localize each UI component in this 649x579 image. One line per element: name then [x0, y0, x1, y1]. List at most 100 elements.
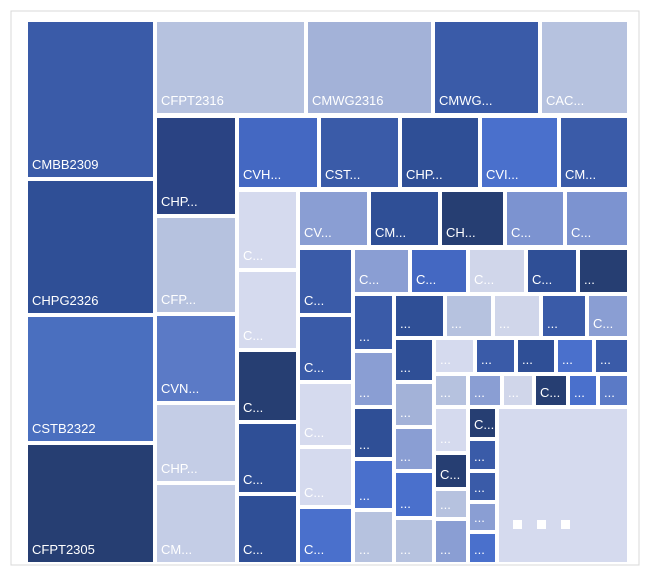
ellipsis-square — [537, 520, 546, 529]
tile-label: C... — [304, 485, 324, 500]
tile — [396, 296, 443, 336]
tile — [589, 296, 627, 336]
tile — [300, 250, 351, 313]
tile-label: ... — [474, 480, 485, 495]
tile-label: CFPT2305 — [32, 542, 95, 557]
tile — [239, 118, 317, 187]
tile-label: ... — [359, 329, 370, 344]
tile-label: CMWG... — [439, 93, 492, 108]
tile-label: ... — [474, 449, 485, 464]
tile-label: C... — [511, 225, 531, 240]
tile — [499, 409, 627, 562]
tile — [567, 192, 627, 245]
tile-label: ... — [359, 385, 370, 400]
tile-label: CAC... — [546, 93, 584, 108]
tile-label: ... — [400, 360, 411, 375]
tile-label: C... — [359, 272, 379, 287]
tile-label: ... — [600, 352, 611, 367]
tile-label: ... — [474, 385, 485, 400]
tile-label: ... — [562, 352, 573, 367]
tile — [470, 473, 495, 500]
tile-label: C... — [304, 425, 324, 440]
tile — [157, 118, 235, 214]
tile-label: CMWG2316 — [312, 93, 384, 108]
tile — [600, 376, 627, 405]
tile-label: ... — [499, 316, 510, 331]
tile-label: C... — [243, 472, 263, 487]
tile — [561, 118, 627, 187]
tile — [28, 317, 153, 441]
tile — [543, 296, 585, 336]
tile-label: C... — [440, 467, 460, 482]
tile — [570, 376, 596, 405]
tile-label: ... — [400, 449, 411, 464]
tile — [28, 181, 153, 313]
tile — [447, 296, 491, 336]
tile — [470, 409, 495, 437]
tile — [518, 340, 554, 372]
tile-label: C... — [304, 360, 324, 375]
tile-label: ... — [440, 352, 451, 367]
tile — [239, 424, 296, 492]
tile — [300, 509, 351, 562]
tile-label: CHP... — [161, 194, 198, 209]
tile — [355, 250, 408, 292]
tile — [239, 272, 296, 348]
tile — [470, 441, 495, 469]
tile-label: CHPG2326 — [32, 293, 98, 308]
tile — [402, 118, 478, 187]
tile — [239, 496, 296, 562]
tile — [436, 340, 473, 372]
tile-label: ... — [604, 385, 615, 400]
tile-label: CSTB2322 — [32, 421, 96, 436]
tile — [157, 316, 235, 401]
tile-label: C... — [243, 248, 263, 263]
tile — [157, 485, 235, 562]
tile-label: ... — [574, 385, 585, 400]
tile-label: CM... — [161, 542, 192, 557]
tile-label: C... — [571, 225, 591, 240]
tile-label: CST... — [325, 167, 360, 182]
tile — [355, 353, 392, 405]
tile-label: ... — [481, 352, 492, 367]
tile — [436, 455, 466, 487]
tile — [412, 250, 466, 292]
tile-label: C... — [474, 272, 494, 287]
tile-label: CFPT2316 — [161, 93, 224, 108]
tile-label: ... — [508, 385, 519, 400]
tile — [436, 521, 466, 562]
tile-label: CMBB2309 — [32, 157, 98, 172]
tile-label: ... — [359, 488, 370, 503]
tile-label: C... — [532, 272, 552, 287]
tile-label: CVN... — [161, 381, 199, 396]
tile — [300, 384, 351, 445]
tile — [470, 504, 495, 530]
tile-label: ... — [522, 352, 533, 367]
tile — [596, 340, 627, 372]
tile-label: CHP... — [406, 167, 443, 182]
tile-label: ... — [400, 405, 411, 420]
tile — [504, 376, 532, 405]
tile — [28, 445, 153, 562]
tile — [396, 520, 432, 562]
tile — [580, 250, 627, 292]
tile-label: ... — [440, 497, 451, 512]
tile — [355, 409, 392, 457]
tile — [477, 340, 514, 372]
tile — [355, 461, 392, 508]
tile — [157, 22, 304, 113]
tile-label: C... — [243, 328, 263, 343]
tile-label: C... — [243, 542, 263, 557]
tile-label: CV... — [304, 225, 332, 240]
tile — [442, 192, 503, 245]
tile-label: C... — [304, 542, 324, 557]
tile — [507, 192, 563, 245]
tile-label: CFP... — [161, 292, 196, 307]
tile — [239, 352, 296, 420]
tile — [396, 429, 432, 469]
tile-label: ... — [440, 542, 451, 557]
tile-label: CVI... — [486, 167, 519, 182]
tile-label: ... — [584, 272, 595, 287]
tile-label: C... — [416, 272, 436, 287]
